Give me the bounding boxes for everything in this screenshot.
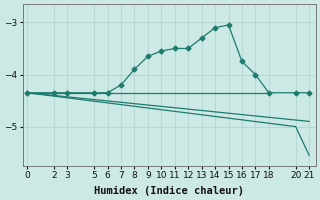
X-axis label: Humidex (Indice chaleur): Humidex (Indice chaleur) — [94, 186, 244, 196]
